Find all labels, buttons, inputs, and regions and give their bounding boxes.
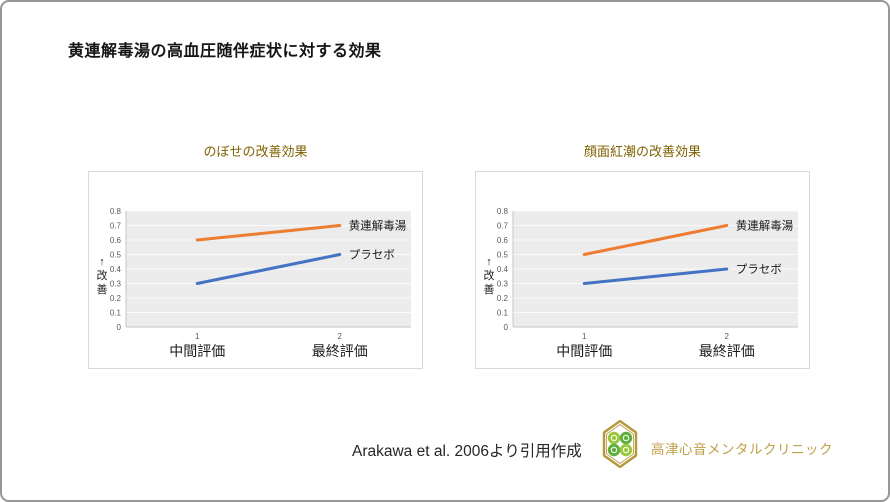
clinic-name: 高津心音メンタルクリニック (651, 442, 833, 457)
svg-text:1: 1 (195, 332, 200, 341)
svg-text:0: 0 (504, 323, 509, 332)
svg-text:改: 改 (97, 268, 108, 282)
svg-text:黄連解毒湯: 黄連解毒湯 (736, 219, 794, 233)
svg-text:0.1: 0.1 (110, 309, 122, 318)
clinic-logo-icon (602, 420, 638, 468)
svg-text:↑: ↑ (486, 256, 492, 268)
svg-text:0.3: 0.3 (497, 280, 509, 289)
svg-text:1: 1 (582, 332, 587, 341)
svg-text:0: 0 (117, 323, 122, 332)
chart-title-hot-flush: のぼせの改善効果 (203, 144, 308, 159)
svg-text:0.5: 0.5 (497, 251, 509, 260)
svg-text:プラセボ: プラセボ (349, 249, 395, 262)
svg-text:0.8: 0.8 (497, 207, 509, 216)
citation-text: Arakawa et al. 2006より引用作成 (352, 443, 582, 460)
svg-text:プラセボ: プラセボ (736, 263, 782, 276)
svg-text:0.8: 0.8 (110, 207, 122, 216)
svg-text:0.4: 0.4 (497, 265, 509, 274)
svg-text:0.4: 0.4 (110, 265, 122, 274)
svg-text:2: 2 (338, 332, 343, 341)
line-chart-hot-flush: 0 0.1 0.2 0.3 0.4 0.5 0.6 0.7 0.8 1 中間評価 2 最終評価 黄連解毒湯… (88, 171, 423, 369)
page-title: 黄連解毒湯の高血圧随伴症状に対する効果 (68, 43, 382, 60)
svg-text:0.5: 0.5 (110, 251, 122, 260)
svg-text:最終評価: 最終評価 (699, 343, 755, 359)
svg-text:0.6: 0.6 (497, 236, 509, 245)
svg-text:善: 善 (97, 282, 108, 296)
line-chart-facial-flushing: 0 0.1 0.2 0.3 0.4 0.5 0.6 0.7 0.8 1 中間評価 2 最終評価 黄連解毒湯… (475, 171, 810, 369)
svg-text:善: 善 (484, 282, 495, 296)
svg-text:改: 改 (484, 268, 495, 282)
svg-text:黄連解毒湯: 黄連解毒湯 (349, 219, 407, 233)
svg-text:0.2: 0.2 (110, 294, 122, 303)
chart-title-facial-flushing: 顔面紅潮の改善効果 (583, 144, 701, 159)
svg-text:中間評価: 中間評価 (556, 343, 612, 359)
svg-text:0.7: 0.7 (110, 222, 122, 231)
svg-text:↑: ↑ (99, 256, 105, 268)
svg-text:0.2: 0.2 (497, 294, 509, 303)
svg-text:0.3: 0.3 (110, 280, 122, 289)
svg-text:2: 2 (725, 332, 730, 341)
svg-text:0.6: 0.6 (110, 236, 122, 245)
svg-text:最終評価: 最終評価 (312, 343, 368, 359)
svg-text:中間評価: 中間評価 (169, 343, 225, 359)
svg-text:0.7: 0.7 (497, 222, 509, 231)
svg-text:0.1: 0.1 (497, 309, 509, 318)
